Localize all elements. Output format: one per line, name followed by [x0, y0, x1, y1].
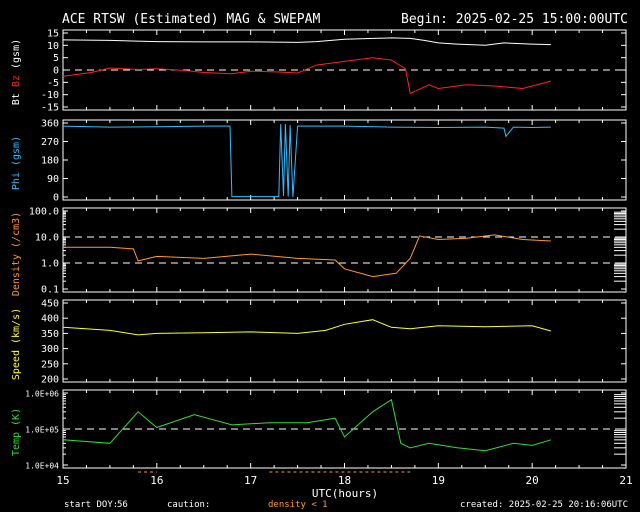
x-tick-label: 18 [338, 474, 351, 487]
mag-series-bz [62, 57, 552, 95]
speed-y-tick-label: 450 [41, 299, 59, 310]
mag-ylabel-bz: Bz [11, 75, 22, 87]
phi-y-tick-label: 270 [41, 137, 59, 148]
x-tick-label: 19 [432, 474, 445, 487]
speed-y-tick-label: 250 [41, 359, 59, 370]
density-y-tick-label: 0.1 [41, 285, 59, 296]
mag-series-bt [62, 37, 551, 46]
begin-time: Begin: 2025-02-25 15:00:00UTC [401, 12, 628, 27]
density-y-tick-label: 100.0 [29, 207, 59, 218]
phi-ylabel: Phi (gsm) [11, 136, 22, 190]
mag-y-tick-label: 15 [47, 29, 59, 40]
x-tick-label: 20 [526, 474, 539, 487]
density-y-tick-label: 10.0 [35, 233, 59, 244]
mag-y-tick-label: -15 [41, 103, 59, 114]
chart-panels: 151050-5-10-15360270180900100.010.01.00.… [25, 29, 632, 488]
temp-y-tick-label: 1.0E+05 [25, 426, 59, 435]
mag-y-tick-label: 10 [47, 41, 59, 52]
mag-ylabel: Bt Bz (gsm) [11, 39, 22, 105]
density-y-tick-label: 1.0 [41, 259, 59, 270]
caution-label: caution: [167, 500, 210, 510]
x-tick-label: 21 [619, 474, 632, 487]
temp-ylabel: Temp (K) [11, 408, 22, 456]
x-tick-label: 16 [150, 474, 163, 487]
created-time: created: 2025-02-25 20:16:06UTC [460, 500, 628, 510]
speed-y-tick-label: 350 [41, 329, 59, 340]
phi-y-tick-label: 90 [47, 174, 59, 185]
speed-y-tick-label: 200 [41, 375, 59, 386]
mag-y-tick-label: -10 [41, 90, 59, 101]
start-doy-label: start DOY: [64, 500, 118, 510]
phi-y-tick-label: 180 [41, 156, 59, 167]
temp-series-temp [62, 398, 552, 452]
density-series-density [63, 234, 551, 278]
speed-ylabel: Speed (km/s) [11, 308, 22, 380]
mag-ylabel-bt: Bt [11, 93, 22, 105]
chart-title: ACE RTSW (Estimated) MAG & SWEPAM [62, 12, 320, 27]
temp-y-tick-label: 1.0E+04 [25, 462, 59, 471]
phi-series-phi [62, 123, 551, 198]
x-tick-label: 17 [244, 474, 257, 487]
x-tick-label: 15 [56, 474, 69, 487]
x-axis-label: UTC(hours) [312, 487, 378, 500]
density-ylabel: Density (/cm3) [11, 212, 22, 296]
speed-series-speed [62, 319, 552, 336]
mag-ylabel-gsm: (gsm) [11, 39, 22, 69]
mag-y-tick-label: 0 [53, 66, 59, 77]
mag-y-tick-label: 5 [53, 53, 59, 64]
speed-y-tick-label: 400 [41, 314, 59, 325]
mag-y-tick-label: -5 [47, 78, 59, 89]
phi-y-tick-label: 0 [53, 193, 59, 204]
start-doy-value: 56 [117, 500, 128, 510]
speed-y-tick-label: 300 [41, 344, 59, 355]
density-caution-note: density < 1 [268, 500, 328, 510]
temp-y-tick-label: 1.0E+06 [25, 390, 59, 399]
phi-y-tick-label: 360 [41, 119, 59, 130]
